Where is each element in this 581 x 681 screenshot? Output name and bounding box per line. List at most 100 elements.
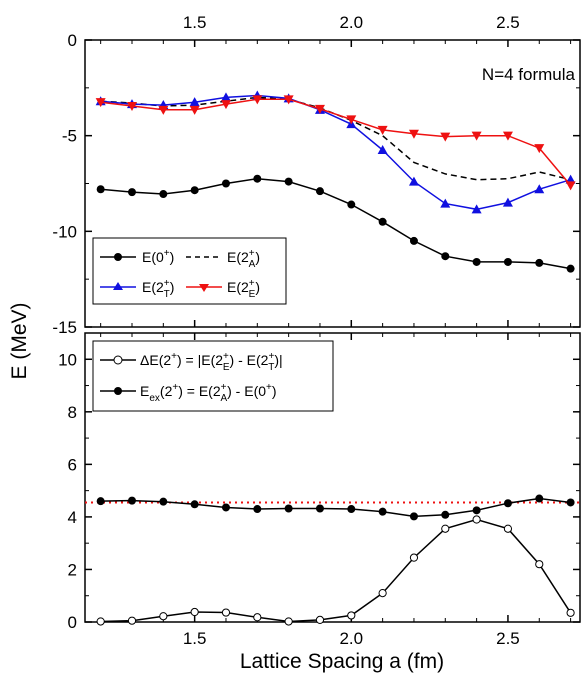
bottom-series-Eex-line xyxy=(100,497,571,518)
legend-de-label: ΔE(2+) = |E(2+ E) - E(2+ T)| xyxy=(140,351,283,373)
top-xtick-label-top: 2.0 xyxy=(339,13,363,32)
legend-e2e-label: E(2+ E) xyxy=(227,278,260,300)
top-panel: 0 -5 -10 -15 1.5 2.0 2.5 N=4 formula E(0+) E(2… xyxy=(52,13,581,337)
top-series-E2E-line xyxy=(100,98,572,186)
top-series-E2E-point xyxy=(534,144,545,154)
top-xtick-label-top: 2.5 xyxy=(496,13,520,32)
top-series-E0-point xyxy=(347,200,356,209)
bottom-legend: ΔE(2+) = |E(2+ E) - E(2+ T)| Eex(2+) = E(2… xyxy=(92,340,334,412)
bottom-series-dE-point xyxy=(347,611,356,620)
legend-e2t-label: E(2+ T) xyxy=(142,278,174,300)
bottom-series-dE-point xyxy=(409,553,419,562)
top-series-E2E-point xyxy=(565,181,576,191)
top-series-E0-point xyxy=(503,257,512,266)
legend-e2e-marker xyxy=(199,284,209,292)
bottom-series-dE-point xyxy=(315,615,325,624)
top-ticks: 0 -5 -10 -15 1.5 2.0 2.5 xyxy=(52,13,580,337)
bottom-series-dE-point xyxy=(190,607,199,617)
bottom-series-Eex-point xyxy=(127,496,136,505)
bottom-xtick-label: 2.0 xyxy=(339,629,363,648)
bottom-series-dE-point xyxy=(503,524,513,533)
bottom-xtick-label: 1.5 xyxy=(183,629,207,648)
top-series-E0-point xyxy=(315,187,324,196)
bottom-xtick-label: 2.5 xyxy=(496,629,520,648)
bottom-series-dE-point xyxy=(96,617,105,626)
top-series-E2E-point xyxy=(220,100,231,110)
top-series-E2E-point xyxy=(440,132,451,142)
top-series-E2T-point xyxy=(377,145,388,155)
top-series-E0-point xyxy=(409,236,418,245)
top-series-E0-point xyxy=(566,264,575,273)
bottom-legend-box xyxy=(92,340,334,412)
bottom-series-Eex-point xyxy=(441,510,450,519)
bottom-series-dE-point xyxy=(284,617,293,626)
bottom-ytick-label: 2 xyxy=(68,560,77,579)
bottom-series-dE-point xyxy=(159,612,168,621)
top-series-E0-point xyxy=(472,257,481,266)
top-series-E2T-point xyxy=(189,97,200,107)
bottom-series-Eex-point xyxy=(253,505,262,514)
top-series-E2E-point xyxy=(126,102,137,112)
bottom-series-Eex-point xyxy=(159,497,168,506)
bottom-series-Eex-point xyxy=(472,506,481,515)
top-series-E2E-point xyxy=(252,95,263,105)
top-series-E2T-line xyxy=(100,94,571,211)
top-series-E0-point xyxy=(159,190,168,199)
top-series-E0-point xyxy=(284,177,293,186)
top-series-E0-point xyxy=(253,174,262,183)
top-ytick-label: -15 xyxy=(52,318,77,337)
bottom-series-Eex-point xyxy=(190,500,199,509)
bottom-ytick-label: 10 xyxy=(58,350,77,369)
top-series-E2E-point xyxy=(471,131,482,141)
legend-e2t-marker xyxy=(113,282,123,290)
x-axis-label: Lattice Spacing a (fm) xyxy=(240,650,444,673)
bottom-ytick-label: 6 xyxy=(68,455,77,474)
bottom-ytick-label: 0 xyxy=(68,613,77,632)
bottom-series-dE-line xyxy=(100,518,572,623)
bottom-series xyxy=(85,494,580,626)
bottom-series-Eex-point xyxy=(284,504,293,513)
top-series-E0-line xyxy=(100,177,571,270)
bottom-series-dE-point xyxy=(441,524,450,533)
top-series-E0-point xyxy=(441,252,450,261)
top-series-E2T-point xyxy=(471,204,482,214)
bottom-series-Eex-point xyxy=(566,498,575,507)
top-series-E0-point xyxy=(221,179,230,188)
top-series-E0-point xyxy=(190,186,199,195)
top-legend: E(0+) E(2+ A) E(2+ T) E(2+ E) xyxy=(92,237,287,305)
top-series-E2T-point xyxy=(440,198,451,208)
top-series-E0-point xyxy=(378,217,387,226)
top-series-E2A-line xyxy=(100,96,571,181)
top-ytick-label: -5 xyxy=(62,127,77,146)
top-series-E2E-point xyxy=(346,115,357,125)
top-series-E2T-point xyxy=(502,197,513,207)
bottom-ticks: 0 2 4 6 8 10 1.5 2.0 2.5 xyxy=(58,333,580,648)
top-series-E0-point xyxy=(96,185,105,194)
bottom-ytick-label: 4 xyxy=(68,508,77,527)
bottom-series-Eex-point xyxy=(347,505,356,514)
bottom-series-Eex-point xyxy=(409,512,418,521)
y-axis-label: E (MeV) xyxy=(8,302,31,379)
top-series-E2T-point xyxy=(220,92,231,102)
bottom-series-Eex-point xyxy=(315,504,324,513)
top-xtick-label-top: 1.5 xyxy=(183,13,207,32)
bottom-series-Eex-point xyxy=(96,497,105,506)
bottom-series-dE-point xyxy=(253,613,262,622)
top-series-E2E-point xyxy=(189,105,200,115)
legend-e0-label: E(0+) xyxy=(142,248,174,265)
bottom-series-Eex-point xyxy=(378,507,387,516)
top-series-E2E-point xyxy=(377,125,388,135)
bottom-series-dE-point xyxy=(127,616,137,625)
bottom-series-dE-point xyxy=(221,608,231,617)
top-series-E2E-point xyxy=(283,95,294,105)
legend-e0-marker xyxy=(114,253,122,261)
legend-de-marker xyxy=(113,355,123,365)
bottom-ytick-label: 8 xyxy=(68,403,77,422)
annotation-text: N=4 formula xyxy=(482,65,576,84)
top-series xyxy=(95,90,576,273)
bottom-plot-frame xyxy=(84,332,581,623)
top-series-E2T-point xyxy=(408,176,419,186)
bottom-series-Eex-point xyxy=(535,494,544,503)
top-series-E0-point xyxy=(535,258,544,267)
